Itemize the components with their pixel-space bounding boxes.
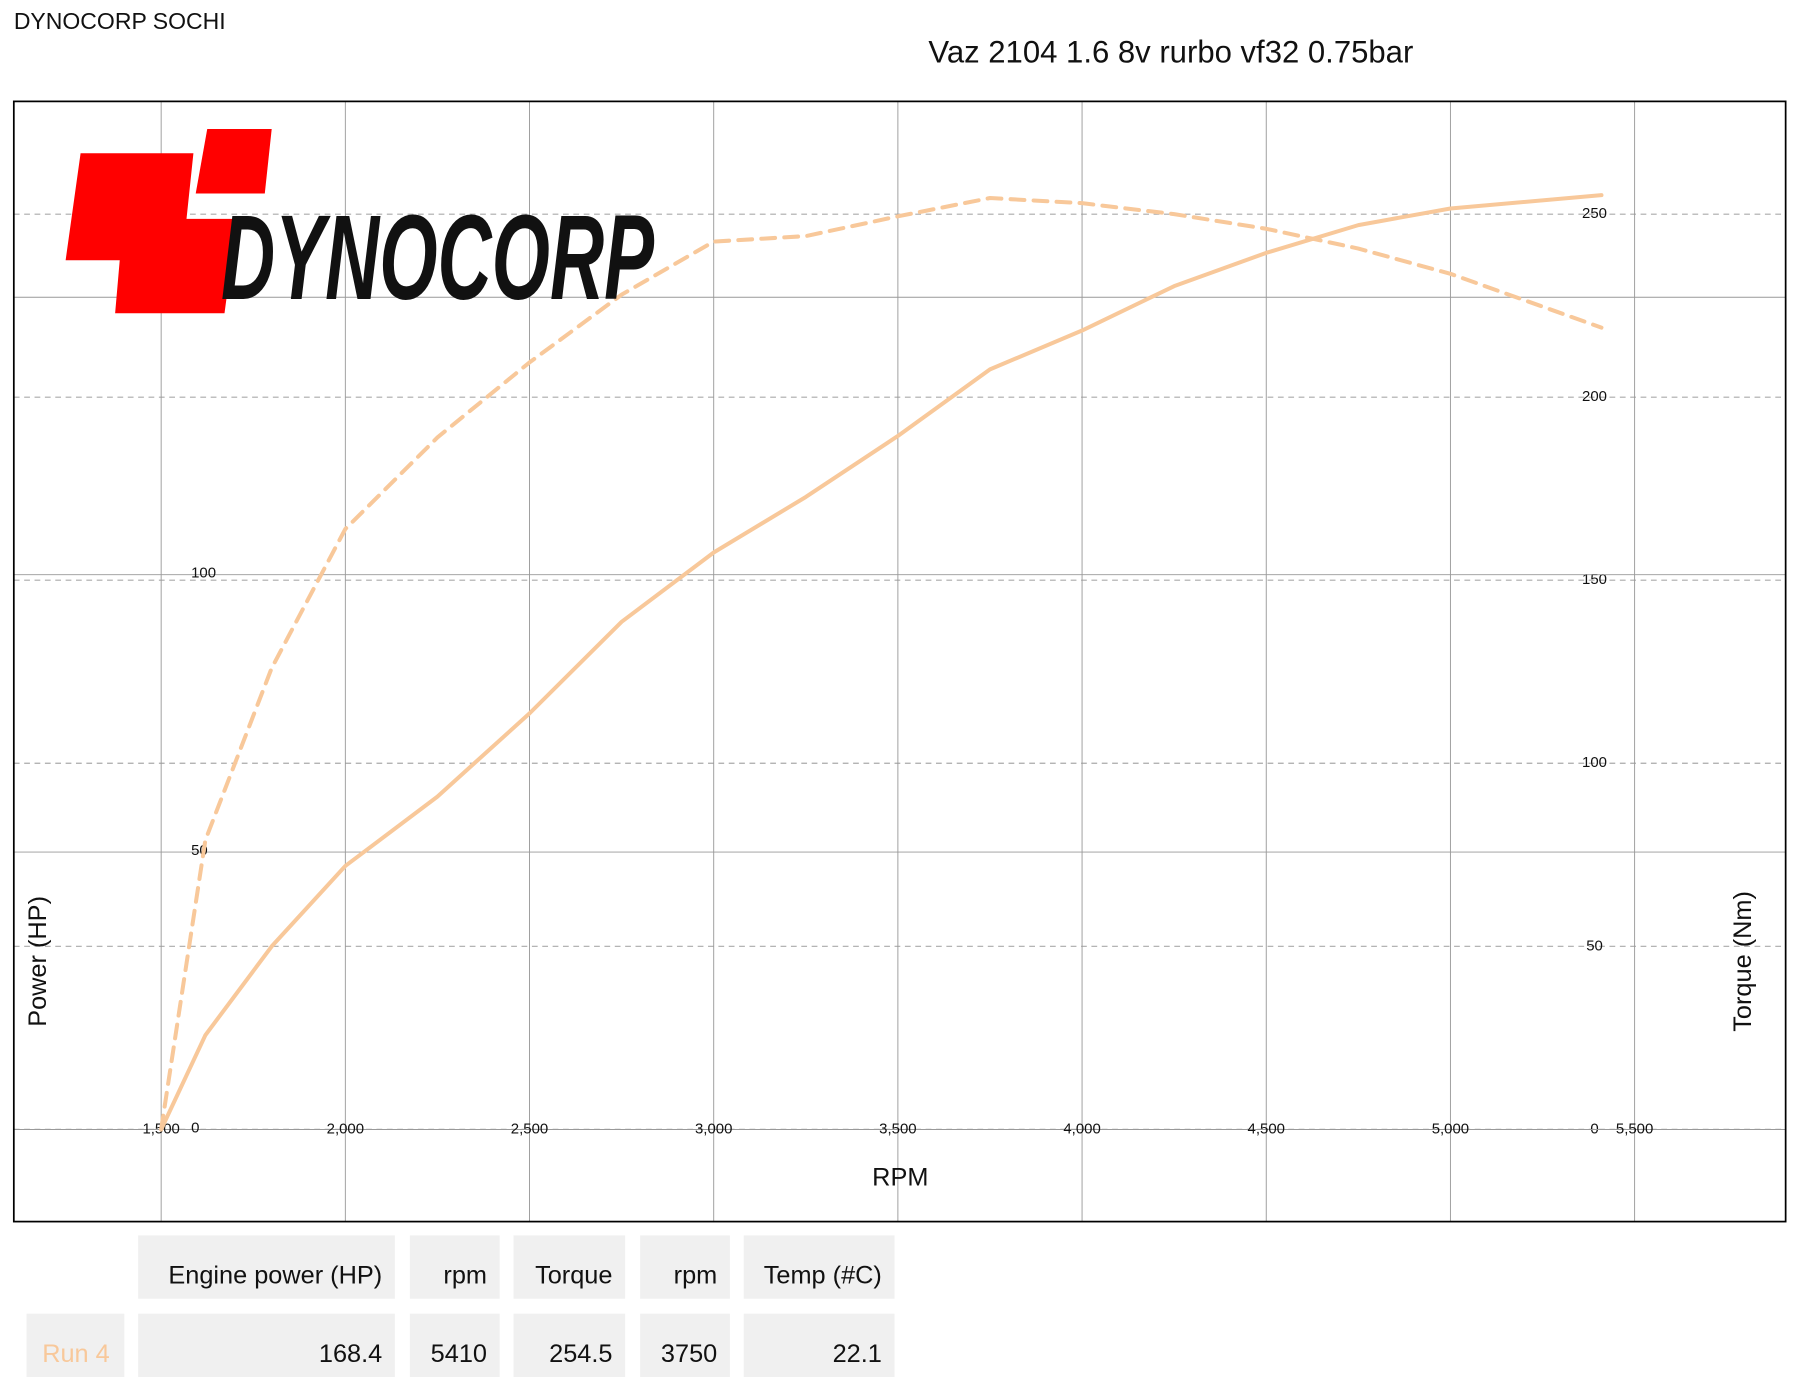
header-text: rpm: [674, 1262, 718, 1290]
x-tick-label: 2,500: [511, 1120, 548, 1137]
header-cell: [640, 1235, 730, 1299]
logo: DYNOCORP: [65, 129, 655, 326]
shop-name: DYNOCORP SOCHI: [14, 8, 226, 34]
plot-frame: [12, 100, 1787, 1223]
cell-text: 5410: [431, 1340, 487, 1368]
power-line: [159, 193, 1604, 1132]
body-cell: [640, 1313, 730, 1378]
x-tick-label: 4,500: [1248, 1120, 1285, 1137]
header-cell: [513, 1235, 626, 1299]
header-cell: [409, 1235, 500, 1299]
y2-tick-label: 150: [1582, 571, 1607, 588]
cell-text: 168.4: [319, 1340, 382, 1368]
chart-title: Vaz 2104 1.6 8v rurbo vf32 0.75bar: [928, 34, 1413, 69]
body-cell: [743, 1313, 895, 1378]
cell-text: 22.1: [833, 1340, 882, 1368]
logo-shape: [195, 129, 272, 194]
y2-tick-label: 250: [1582, 205, 1607, 222]
body-cell: [513, 1313, 626, 1378]
x-tick-label: 2,000: [327, 1120, 364, 1137]
logo-shape: [65, 153, 238, 314]
x-tick-label: 5,500: [1616, 1120, 1653, 1137]
body-cell: [138, 1313, 395, 1378]
y2-tick-label: 50: [1586, 937, 1603, 954]
x-tick-label: 3,500: [879, 1120, 916, 1137]
logo-text: DYNOCORP: [221, 191, 655, 326]
header-text: Engine power (HP): [168, 1262, 382, 1290]
x-tick-label: 3,000: [695, 1120, 732, 1137]
header-text: Torque: [535, 1262, 612, 1290]
run-label: Run 4: [42, 1340, 110, 1368]
results-table: Engine power (HP) rpm Torque rpm Temp (#C) Ru…: [26, 1235, 895, 1378]
header-text: rpm: [443, 1262, 487, 1290]
cell-text: 3750: [661, 1340, 717, 1368]
logo-shape: [78, 262, 116, 293]
x-tick-label: 4,000: [1063, 1120, 1100, 1137]
y-axis-label: Power (HP): [24, 896, 52, 1027]
body-cell: [409, 1313, 500, 1378]
torque-line: [159, 196, 1604, 1132]
y-tick-label: 100: [191, 564, 216, 581]
y2-axis-label: Torque (Nm): [1729, 891, 1757, 1032]
x-axis-label: RPM: [872, 1164, 928, 1192]
body-cell: [26, 1313, 125, 1378]
y2-tick-label: 0: [1590, 1120, 1598, 1137]
y2-tick-label: 100: [1582, 754, 1607, 771]
header-cell: [138, 1235, 395, 1299]
y2-tick-label: 200: [1582, 388, 1607, 405]
header-text: Temp (#C): [764, 1262, 882, 1290]
x-tick-label: 5,000: [1432, 1120, 1469, 1137]
header-cell: [743, 1235, 895, 1299]
y-tick-label: 0: [191, 1119, 199, 1136]
cell-text: 254.5: [549, 1340, 612, 1368]
